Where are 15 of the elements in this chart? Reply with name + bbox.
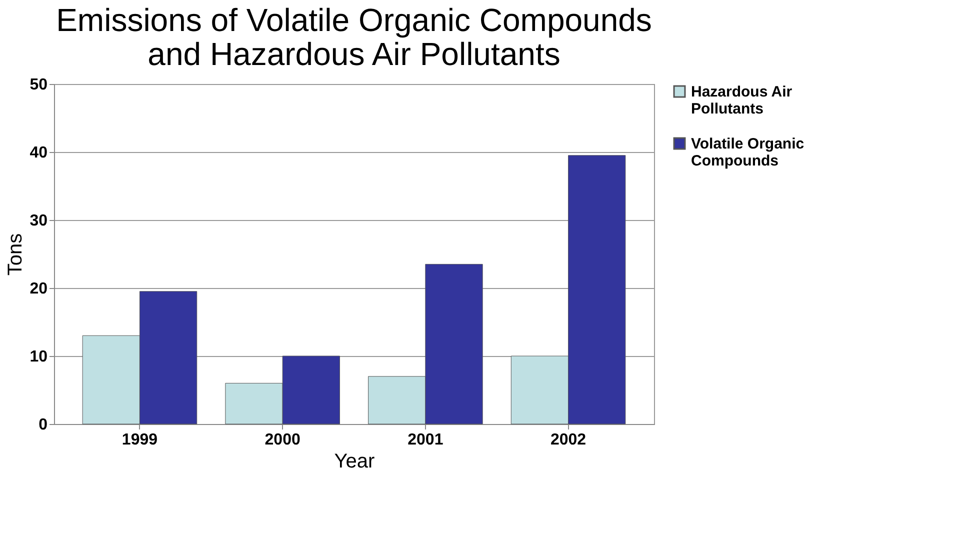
x-tick-label: 1999 bbox=[122, 432, 158, 448]
y-tick-label: 30 bbox=[30, 212, 48, 230]
y-tick-label: 10 bbox=[30, 348, 48, 366]
y-tick-label: 40 bbox=[30, 144, 48, 162]
x-tick-label: 2001 bbox=[408, 432, 444, 448]
y-axis-title: Tons bbox=[4, 233, 27, 276]
x-tick-label: 2002 bbox=[550, 432, 586, 448]
y-tick-label: 50 bbox=[30, 76, 48, 94]
chart-title: Emissions of Volatile Organic Compounds and Hazardous Air Pollutants bbox=[56, 2, 652, 72]
y-tick-label: 0 bbox=[38, 416, 48, 434]
legend-label: Hazardous Air Pollutants bbox=[691, 84, 792, 118]
legend-label: Volatile Organic Compounds bbox=[691, 136, 804, 170]
x-axis-title: Year bbox=[334, 450, 376, 472]
x-tick-label: 2000 bbox=[264, 432, 300, 448]
y-tick-label: 20 bbox=[30, 280, 48, 298]
